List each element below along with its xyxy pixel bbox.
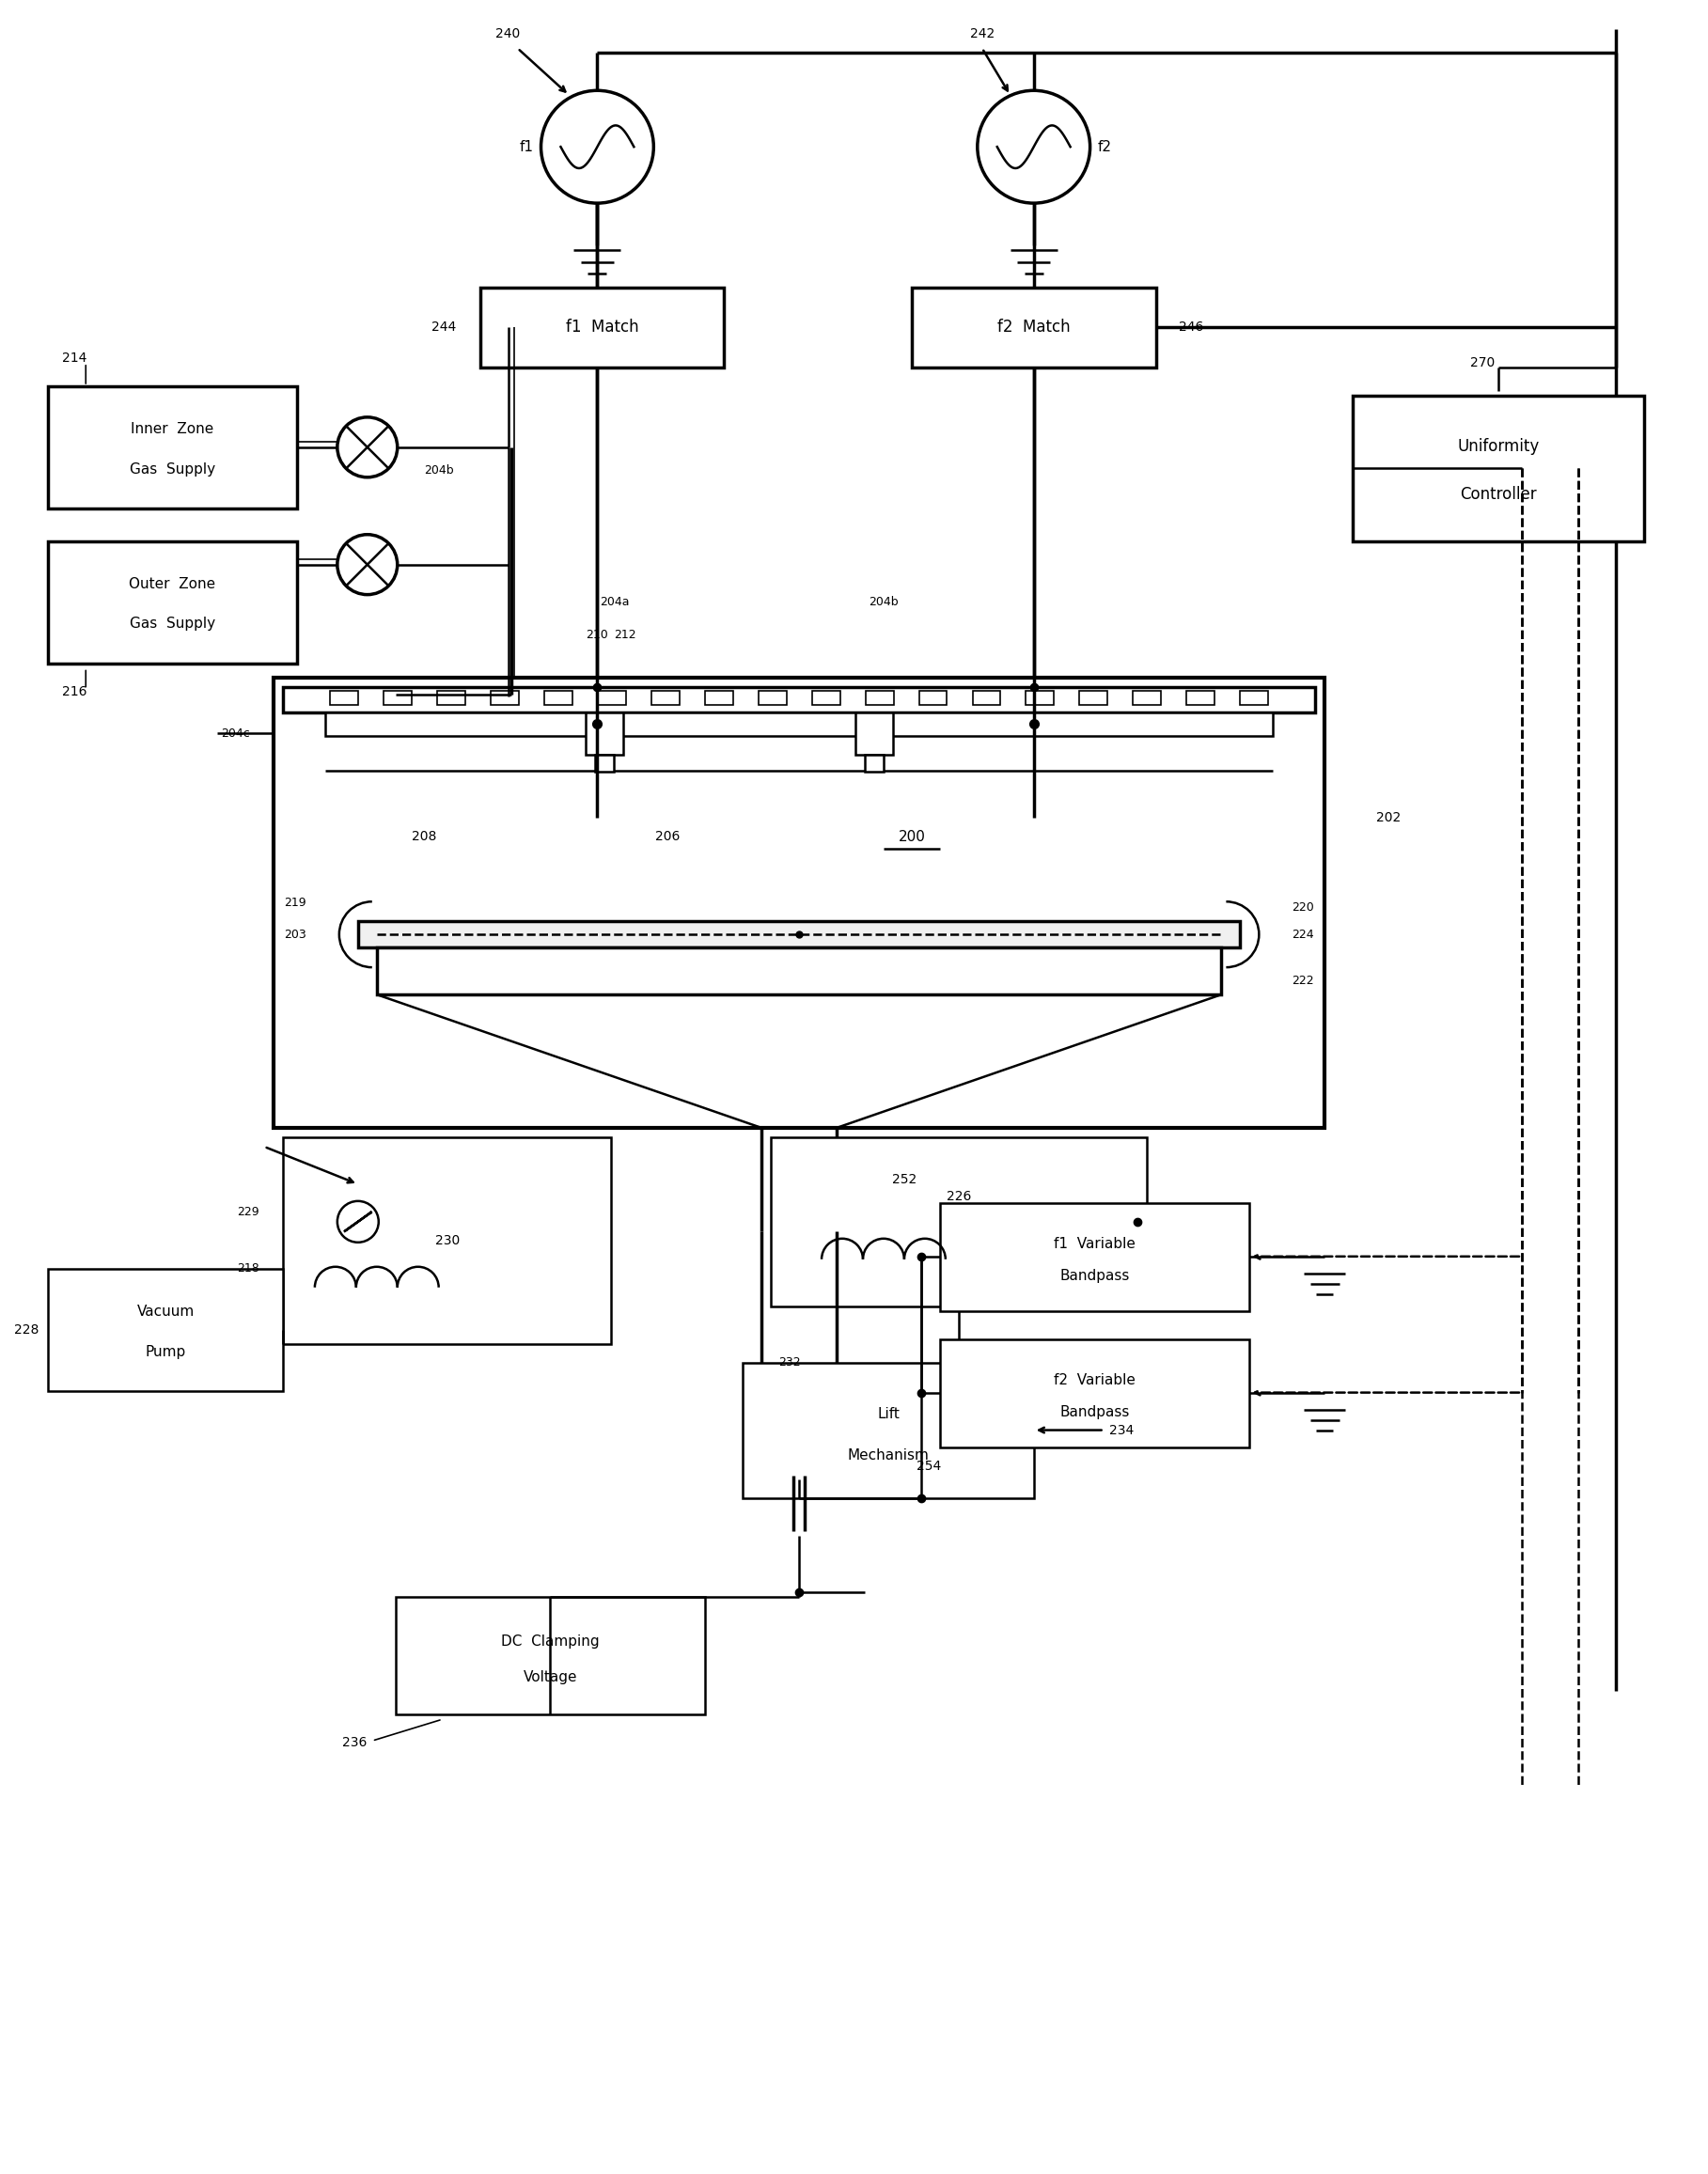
Text: 218: 218 [237, 1263, 260, 1274]
Bar [359, 922, 1240, 948]
Bar [598, 691, 625, 704]
Text: 229: 229 [237, 1207, 260, 1217]
Text: Gas  Supply: Gas Supply [130, 617, 215, 630]
Bar [48, 1270, 284, 1391]
Bar [705, 691, 733, 704]
Text: 246: 246 [1179, 320, 1204, 333]
Bar [377, 948, 1221, 994]
Text: 204a: 204a [600, 596, 629, 609]
Text: Gas  Supply: Gas Supply [130, 463, 215, 476]
Text: 254: 254 [917, 1459, 941, 1472]
Text: 200: 200 [898, 830, 926, 844]
Text: Lift: Lift [876, 1407, 900, 1422]
Text: f2: f2 [1098, 139, 1112, 154]
Bar [48, 387, 297, 509]
Bar [1132, 691, 1161, 704]
Bar [912, 287, 1156, 367]
Bar [770, 1137, 1146, 1307]
Text: Voltage: Voltage [523, 1670, 577, 1685]
Bar [586, 713, 623, 754]
Text: 212: 212 [615, 628, 637, 641]
Text: DC  Clamping: DC Clamping [500, 1635, 600, 1648]
Bar [856, 713, 893, 754]
Text: 214: 214 [61, 352, 87, 365]
Text: 210: 210 [586, 628, 608, 641]
Bar [1240, 691, 1269, 704]
Text: f2  Variable: f2 Variable [1054, 1374, 1136, 1387]
Bar [1027, 691, 1054, 704]
Text: 204c: 204c [220, 728, 249, 739]
FancyArrow shape [345, 1213, 371, 1230]
Text: 202: 202 [1377, 811, 1401, 824]
Text: 240: 240 [495, 28, 521, 41]
Text: 204b: 204b [869, 596, 898, 609]
Text: Vacuum: Vacuum [137, 1304, 195, 1317]
Bar [545, 691, 572, 704]
Bar [480, 287, 724, 367]
Text: Outer  Zone: Outer Zone [128, 576, 215, 591]
Bar [651, 691, 680, 704]
Text: 270: 270 [1471, 357, 1494, 370]
Bar [490, 691, 519, 704]
Bar [437, 691, 465, 704]
Bar [325, 713, 1272, 737]
Bar [939, 1202, 1250, 1311]
Text: f1  Match: f1 Match [565, 320, 639, 335]
Bar [919, 691, 946, 704]
Bar [939, 1339, 1250, 1448]
Text: 204b: 204b [424, 465, 453, 476]
Text: Uniformity: Uniformity [1457, 437, 1539, 454]
Text: 208: 208 [412, 830, 436, 844]
Text: 242: 242 [970, 28, 994, 41]
Text: f2  Match: f2 Match [997, 320, 1071, 335]
Bar [811, 691, 840, 704]
Bar [396, 1598, 705, 1715]
Text: 216: 216 [61, 685, 87, 698]
Text: 252: 252 [892, 1174, 917, 1187]
Bar [284, 1137, 611, 1344]
Bar [1187, 691, 1214, 704]
Text: 230: 230 [436, 1235, 459, 1248]
Bar [864, 754, 883, 772]
Text: 234: 234 [1108, 1424, 1134, 1437]
Bar [48, 541, 297, 663]
Text: 228: 228 [14, 1324, 39, 1337]
Text: 226: 226 [946, 1189, 972, 1202]
Text: 224: 224 [1291, 928, 1313, 941]
Bar [1353, 396, 1643, 541]
Text: 244: 244 [432, 320, 456, 333]
Bar [866, 691, 893, 704]
Text: Bandpass: Bandpass [1059, 1270, 1129, 1283]
Text: Mechanism: Mechanism [847, 1448, 929, 1463]
Text: f1  Variable: f1 Variable [1054, 1237, 1136, 1250]
Text: Bandpass: Bandpass [1059, 1404, 1129, 1420]
Bar [1079, 691, 1108, 704]
Text: Controller: Controller [1460, 487, 1537, 502]
Text: 206: 206 [656, 830, 680, 844]
Bar [284, 687, 1315, 713]
Text: 222: 222 [1291, 974, 1313, 987]
Text: Pump: Pump [145, 1344, 186, 1359]
Text: 203: 203 [284, 928, 306, 941]
Bar [273, 678, 1325, 1128]
Bar [596, 754, 615, 772]
Text: 219: 219 [284, 896, 306, 909]
Bar [383, 691, 412, 704]
Text: Inner  Zone: Inner Zone [130, 422, 214, 437]
Bar [972, 691, 1001, 704]
Text: 220: 220 [1291, 900, 1313, 913]
Bar [330, 691, 359, 704]
Text: 232: 232 [779, 1357, 801, 1370]
Text: f1: f1 [519, 139, 533, 154]
Text: 236: 236 [343, 1737, 367, 1750]
Bar [758, 691, 786, 704]
Bar [743, 1363, 1033, 1498]
